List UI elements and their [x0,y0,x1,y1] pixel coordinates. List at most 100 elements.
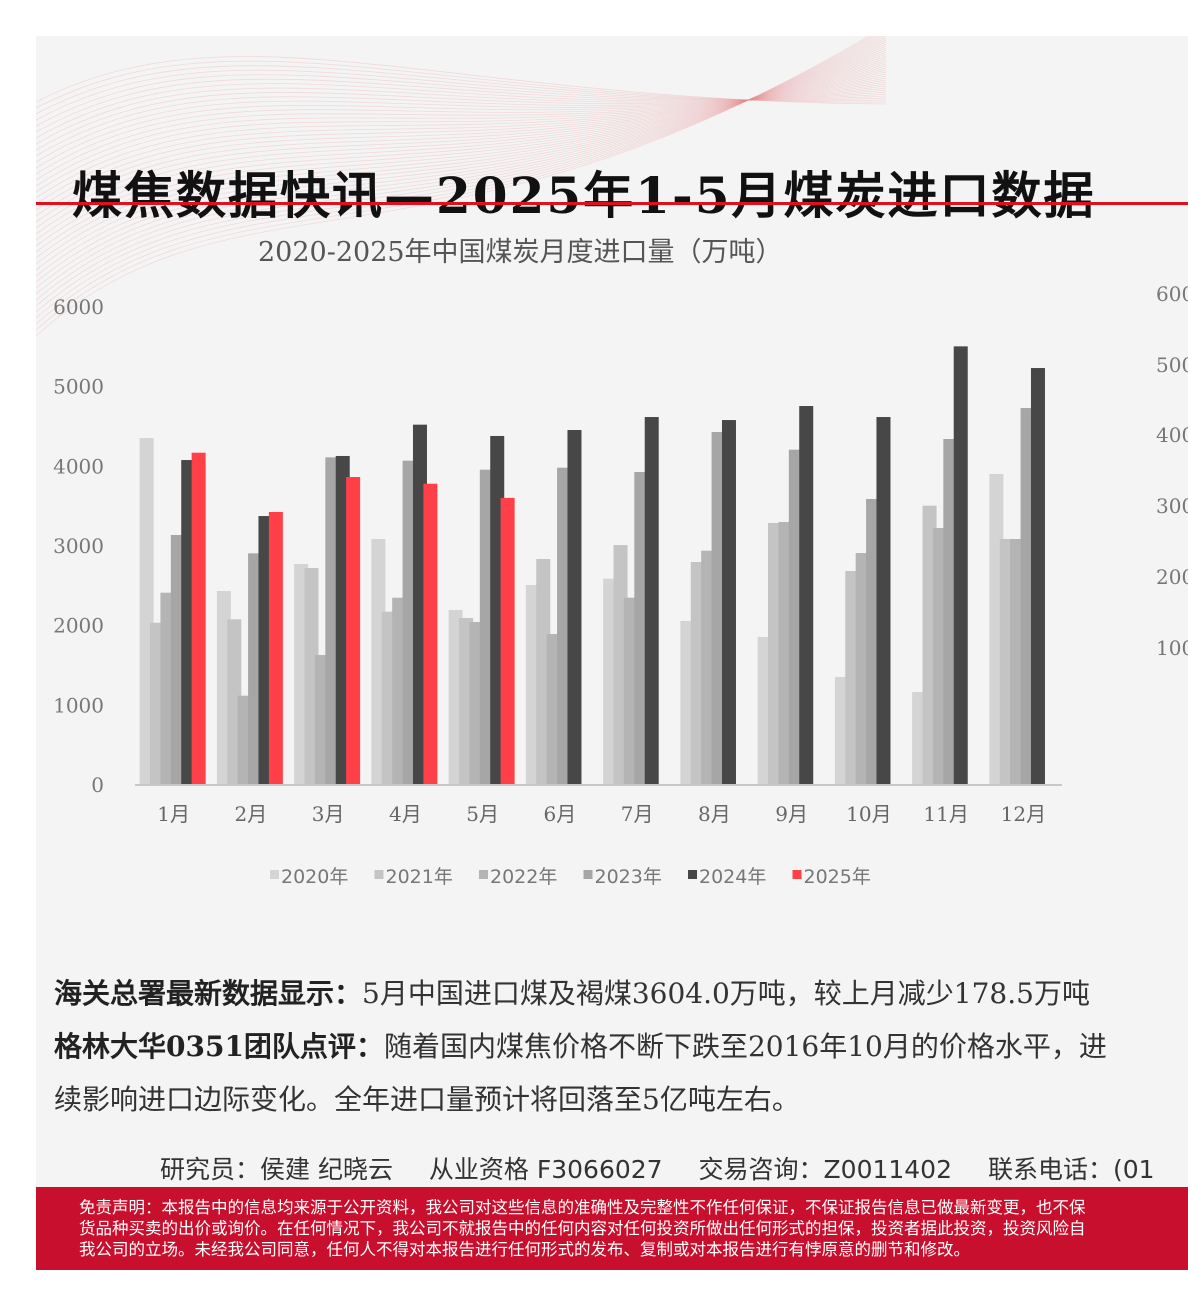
legend-label: 2024年 [699,866,766,888]
wave-line [36,47,887,271]
wave-line [36,67,887,211]
wave-line [36,37,887,301]
page-title: 煤焦数据快讯—2025年1-5月煤炭进口数据 [72,166,1096,225]
wave-line [36,74,887,127]
right-chart-tick: 600 [1156,282,1188,306]
wave-line [36,69,887,121]
x-tick-label: 11月 [923,802,968,826]
x-tick-label: 7月 [621,802,654,826]
y-tick-label: 1000 [53,693,104,717]
wave-line [36,41,887,289]
wave-line [36,39,887,295]
bar-2024年-6月 [567,430,582,785]
right-chart-tick: 500 [1156,353,1188,377]
y-tick-label: 0 [91,773,104,797]
wave-line [36,55,887,247]
y-tick-label: 3000 [53,534,104,558]
summary-line-3: 续影响进口边际变化。全年进口量预计将回落至5亿吨左右。 [54,1083,800,1116]
bar-2024年-10月 [876,417,891,785]
disclaimer-line: 我公司的立场。未经我公司同意，任何人不得对本报告进行任何形式的发布、复制或对本报… [79,1240,970,1259]
x-tick-label: 6月 [544,802,577,826]
wave-line [36,85,887,157]
legend-label: 2020年 [281,866,348,888]
legend-swatch [479,870,488,879]
bar-2025年-5月 [500,497,515,785]
wave-line [36,49,887,265]
report-panel: 煤焦数据快讯—2025年1-5月煤炭进口数据 2020-2025年中国煤炭月度进… [36,36,1188,1270]
wave-line [36,36,870,337]
x-tick-label: 5月 [466,802,499,826]
legend-label: 2023年 [595,866,662,888]
right-chart-tick: 200 [1156,565,1188,589]
bar-2025年-4月 [423,483,438,785]
y-tick-label: 2000 [53,614,104,638]
right-chart-tick: 100 [1156,636,1188,660]
x-tick-label: 3月 [312,802,345,826]
bar-2024年-11月 [953,346,968,785]
wave-line [36,57,887,241]
disclaimer-line: 免责声明：本报告中的信息均来源于公开资料，我公司对这些信息的准确性及完整性不作任… [79,1198,1086,1217]
title-divider [36,202,1188,205]
wave-line [36,60,887,109]
x-tick-label: 2月 [235,802,268,826]
legend-label: 2021年 [386,866,453,888]
wave-line [36,36,884,313]
wave-line [36,65,887,217]
wave-line [36,36,876,325]
legend-swatch [792,870,802,879]
wave-line [36,69,887,205]
wave-line [36,87,887,145]
x-tick-label: 8月 [698,802,731,826]
summary-heading: 海关总署最新数据显示： [54,977,363,1010]
x-tick-label: 10月 [846,802,891,826]
x-tick-label: 9月 [775,802,808,826]
y-tick-label: 5000 [53,375,104,399]
right-chart-tick: 300 [1156,494,1188,518]
wave-line [36,75,887,187]
disclaimer: 免责声明：本报告中的信息均来源于公开资料，我公司对这些信息的准确性及完整性不作任… [36,1187,1188,1270]
disclaimer-line: 货品种买卖的出价或询价。在任何情况下，我公司不就报告中的任何内容对任何投资所做出… [79,1219,1086,1238]
wave-line [36,51,887,259]
chart-title: 2020-2025年中国煤炭月度进口量（万吨） [258,237,783,268]
consult-license: 交易咨询：Z0011402 [698,1155,952,1184]
legend-swatch [688,870,697,879]
bar-2025年-2月 [268,511,283,785]
x-tick-label: 4月 [389,802,422,826]
bar-2024年-8月 [721,420,736,785]
wave-line [36,43,887,283]
summary-line-2: 格林大华0351团队点评：随着国内煤焦价格不断下跌至2016年10月的价格水平，… [54,1025,1107,1065]
wave-line [36,36,873,331]
comment-heading: 格林大华0351团队点评： [54,1030,384,1063]
right-chart-tick: 400 [1156,423,1188,447]
x-tick-label: 12月 [1001,802,1046,826]
wave-line [36,56,887,105]
wave-line [36,78,887,133]
legend-label: 2025年 [804,866,871,888]
wave-line [36,73,887,193]
wave-line [36,79,887,175]
wave-line [36,83,887,139]
wave-line [36,65,887,115]
bar-2024年-9月 [799,406,814,785]
wave-line [36,45,887,277]
wave-line [36,53,887,253]
legend-label: 2022年 [490,866,557,888]
legend-swatch [374,870,384,879]
summary-text: 5月中国进口煤及褐煤3604.0万吨，较上月减少178.5万吨 [362,977,1090,1010]
summary-line-1: 海关总署最新数据显示：5月中国进口煤及褐煤3604.0万吨，较上月减少178.5… [54,972,1090,1012]
y-tick-label: 4000 [53,454,104,478]
comment-text: 随着国内煤焦价格不断下跌至2016年10月的价格水平，进 [383,1030,1107,1063]
y-tick-label: 6000 [53,295,104,319]
legend-swatch [270,870,279,879]
license: 从业资格 F3066027 [428,1155,663,1184]
phone: 联系电话：(01 [987,1155,1155,1184]
wave-line [36,71,887,199]
x-tick-label: 1月 [157,802,190,826]
wave-line [36,83,887,163]
bar-2024年-12月 [1030,368,1045,785]
staff-info: 研究员：侯建 纪晓云 从业资格 F3066027 交易咨询：Z0011402 联… [160,1150,1183,1186]
bar-chart: 0 1000 2000 3000 4000 5000 6000 1月 2月 3月 4月 5月 6月 7月 8… [53,295,1062,888]
wave-line [36,81,887,169]
wave-line [36,63,887,223]
legend-swatch [583,870,593,879]
